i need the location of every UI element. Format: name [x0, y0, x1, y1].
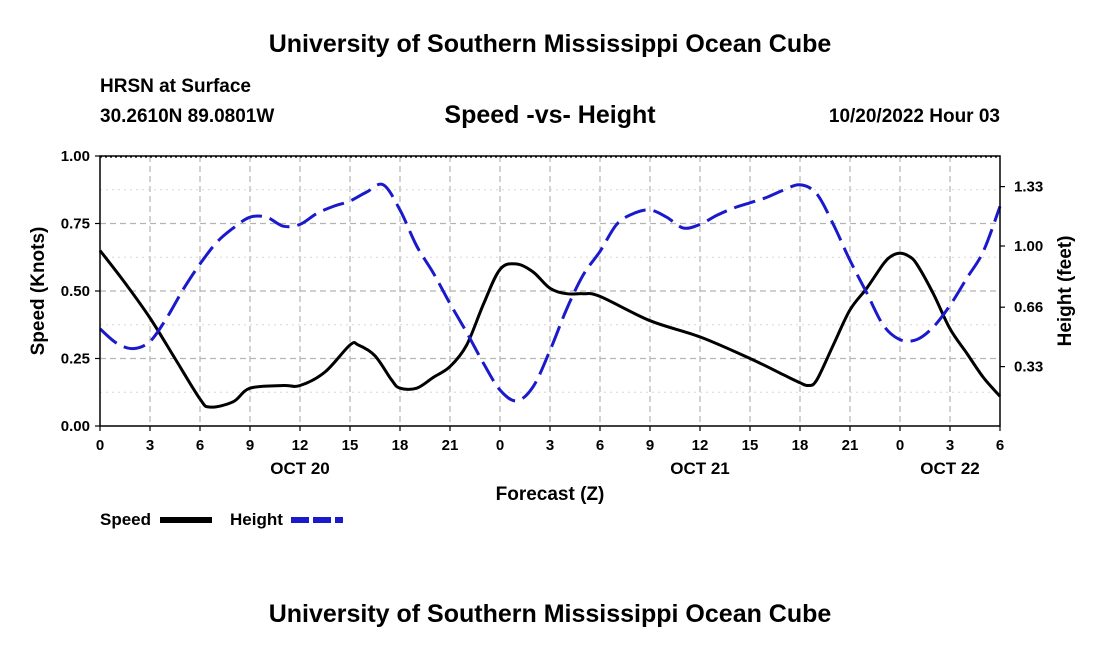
y-right-tick-label: 0.33: [1014, 359, 1043, 376]
x-tick-label: 0: [496, 437, 504, 454]
x-tick-label: 15: [742, 437, 759, 454]
x-tick-label: 9: [646, 437, 654, 454]
y-axis-right-title: Height (feet): [1055, 236, 1076, 347]
legend-height-label: Height: [230, 510, 283, 529]
y-right-tick-label: 0.66: [1014, 299, 1043, 316]
y-left-tick-label: 0.00: [61, 418, 90, 435]
legend: Speed Height: [100, 510, 343, 529]
page-title: University of Southern Mississippi Ocean…: [268, 30, 832, 58]
x-tick-label: 3: [546, 437, 554, 454]
y-left-tick-label: 0.75: [61, 216, 90, 233]
date-label: OCT 22: [920, 459, 980, 478]
y-left-tick-label: 0.50: [61, 283, 90, 300]
x-tick-label: 21: [842, 437, 859, 454]
x-tick-label: 6: [596, 437, 604, 454]
x-tick-label: 6: [196, 437, 204, 454]
x-tick-label: 21: [442, 437, 459, 454]
chart-title: Speed -vs- Height: [444, 101, 656, 129]
x-tick-label: 12: [692, 437, 709, 454]
date-label: OCT 21: [670, 459, 730, 478]
x-tick-label: 3: [946, 437, 954, 454]
y-left-tick-label: 0.25: [61, 351, 90, 368]
series-layer: [98, 182, 1002, 409]
x-tick-label: 18: [792, 437, 809, 454]
x-tick-label: 12: [292, 437, 309, 454]
x-tick-label: 18: [392, 437, 409, 454]
y-left-tick-label: 1.00: [61, 148, 90, 165]
tick-labels: 0 3 6 9 12 15 18 21 0 3 6 9 12 15 18 21 0 3 6 OCT 20 OCT 21 O…: [61, 148, 1043, 478]
y-right-tick-label: 1.33: [1014, 179, 1043, 196]
x-tick-label: 9: [246, 437, 254, 454]
speed-series-line: [98, 249, 1002, 409]
footer-title: University of Southern Mississippi Ocean…: [268, 600, 832, 628]
grid: [100, 156, 1000, 426]
x-axis-title: Forecast (Z): [496, 484, 605, 505]
x-tick-label: 3: [146, 437, 154, 454]
legend-speed-label: Speed: [100, 510, 151, 529]
x-tick-label: 0: [896, 437, 904, 454]
y-right-tick-label: 1.00: [1014, 238, 1043, 255]
y-axis-left-title: Speed (Knots): [28, 227, 49, 356]
x-tick-label: 0: [96, 437, 104, 454]
station-label: HRSN at Surface: [100, 76, 251, 97]
coordinates-label: 30.2610N 89.0801W: [100, 106, 275, 127]
x-tick-label: 6: [996, 437, 1004, 454]
date-label: OCT 20: [270, 459, 330, 478]
x-tick-label: 15: [342, 437, 359, 454]
forecast-datetime: 10/20/2022 Hour 03: [828, 106, 1000, 127]
height-series-line: [99, 182, 1002, 403]
